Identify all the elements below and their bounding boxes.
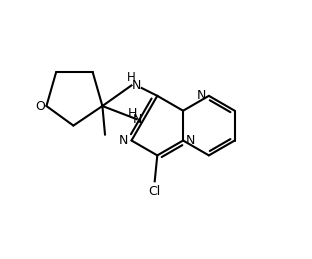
Text: N: N [132,79,141,92]
Text: H: H [128,107,137,120]
Text: N: N [197,89,206,102]
Text: H: H [127,71,136,84]
Text: N: N [119,134,129,147]
Text: N: N [186,134,196,147]
Text: Cl: Cl [149,185,161,198]
Text: O: O [35,99,45,112]
Text: N: N [133,113,142,126]
